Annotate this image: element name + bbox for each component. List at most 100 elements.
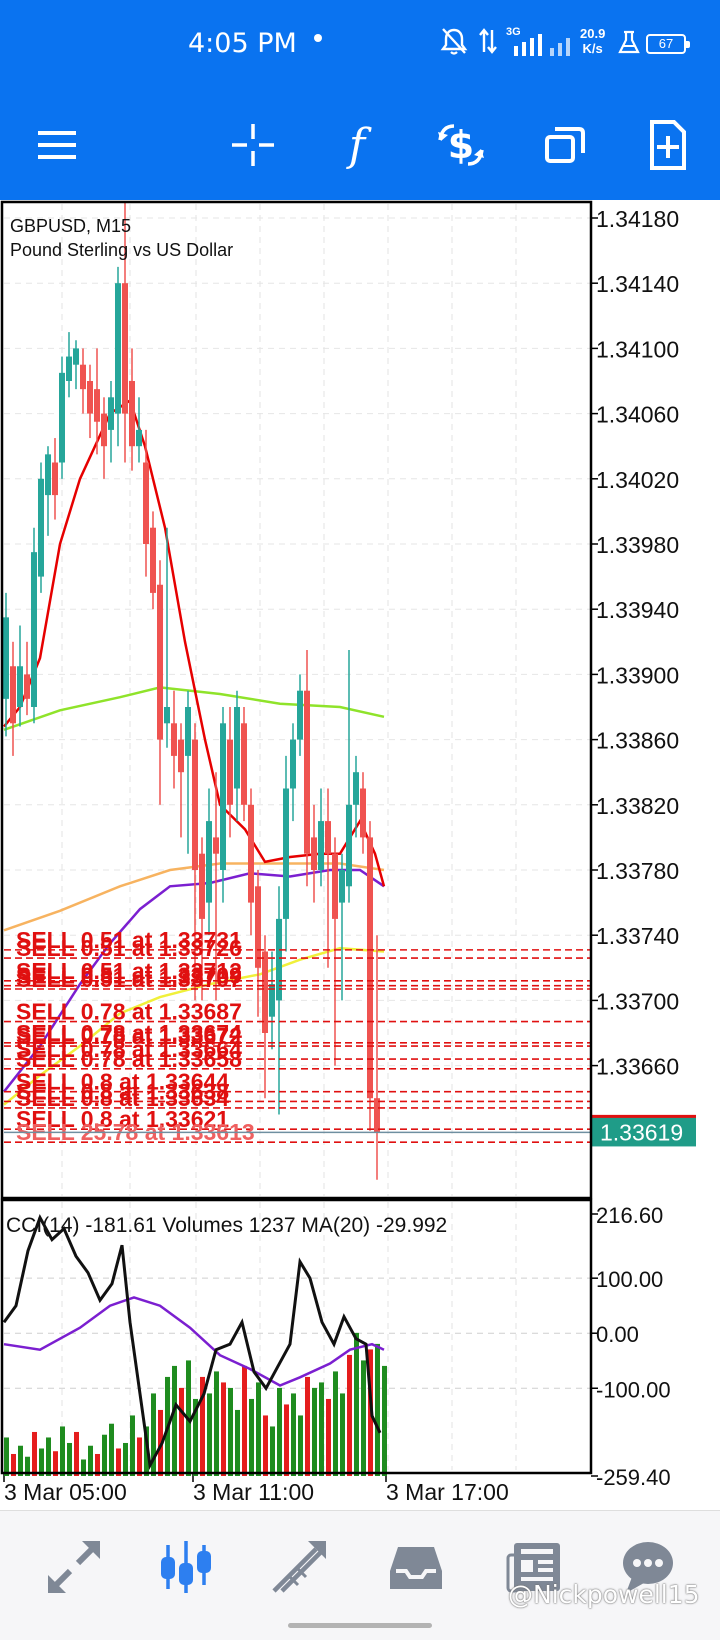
order-label: SELL 0.8 at 1.33621 xyxy=(16,1106,229,1132)
candle-body xyxy=(94,389,100,422)
volume-bar xyxy=(4,1437,9,1476)
home-indicator[interactable] xyxy=(288,1623,432,1628)
candle-body xyxy=(276,918,282,1001)
candle-body xyxy=(66,356,72,381)
candle-body xyxy=(73,348,79,365)
candle-body xyxy=(248,804,254,903)
current-price-value: 1.33619 xyxy=(600,1119,683,1145)
svg-text:f: f xyxy=(346,120,372,171)
volume-bar xyxy=(74,1431,79,1476)
candle-body xyxy=(199,853,205,919)
time-label: 3 Mar 17:00 xyxy=(386,1479,509,1505)
mute-icon xyxy=(440,28,468,55)
candle-body xyxy=(325,821,331,854)
price-label: 1.33820 xyxy=(596,793,679,819)
trade-icon[interactable] xyxy=(268,1537,328,1597)
candle-body xyxy=(115,283,121,414)
windows-icon[interactable] xyxy=(538,118,592,172)
candle-body xyxy=(31,552,37,707)
chart-icon[interactable] xyxy=(156,1537,216,1597)
ma-orange-line xyxy=(3,862,385,932)
volume-bar xyxy=(130,1415,135,1476)
chat-icon[interactable] xyxy=(618,1537,678,1597)
price-label: 1.33940 xyxy=(596,597,679,623)
candle-body xyxy=(24,674,30,699)
volume-bar xyxy=(109,1423,114,1476)
battery-icon: 67 xyxy=(646,34,690,54)
currency-exchange-icon[interactable]: $ xyxy=(434,118,488,172)
volume-bar xyxy=(305,1376,310,1476)
volume-bar xyxy=(81,1459,86,1476)
candle-body xyxy=(360,788,366,838)
candle-body xyxy=(178,739,184,773)
candle-body xyxy=(213,837,219,854)
current-price-tag xyxy=(592,1116,696,1147)
volume-bar xyxy=(39,1448,44,1476)
candle-body xyxy=(283,788,289,919)
volume-bar xyxy=(200,1376,205,1476)
candle-body xyxy=(304,690,310,854)
candle-body xyxy=(3,617,9,699)
status-time: 4:05 PM xyxy=(188,28,297,59)
menu-icon[interactable] xyxy=(30,118,84,172)
volume-bar xyxy=(179,1387,184,1476)
volume-bar xyxy=(53,1451,58,1476)
volume-bar xyxy=(333,1371,338,1476)
news-icon[interactable] xyxy=(504,1537,564,1597)
order-label: SELL 0.78 at 1.33687 xyxy=(16,999,242,1025)
candle-body xyxy=(171,723,177,756)
candle-body xyxy=(150,527,156,593)
svg-text:$: $ xyxy=(448,123,474,167)
candle-body xyxy=(129,381,135,447)
candle-body xyxy=(332,853,338,919)
volume-bar xyxy=(361,1360,366,1476)
candle-body xyxy=(206,821,212,903)
price-chart[interactable]: SELL 0.51 at 1.33731 SELL 0.51 at 1.33726… xyxy=(0,200,720,1510)
crosshair-icon[interactable] xyxy=(226,118,280,172)
candle-body xyxy=(164,707,170,724)
candle-body xyxy=(255,886,261,968)
volume-bar xyxy=(228,1387,233,1476)
new-order-icon[interactable] xyxy=(640,118,694,172)
data-transfer-icon xyxy=(479,28,497,54)
volume-bar xyxy=(347,1354,352,1476)
candle-body xyxy=(262,951,268,1033)
price-label: 1.33900 xyxy=(596,662,679,688)
price-label: 1.34180 xyxy=(596,206,679,232)
net-speed-value: 20.9 xyxy=(580,26,606,41)
chart-symbol: GBPUSD, M15 xyxy=(10,216,131,236)
volume-bar xyxy=(382,1365,387,1476)
notification-dot-icon xyxy=(314,34,322,42)
candle-body xyxy=(234,707,240,789)
price-label: 1.33740 xyxy=(596,923,679,949)
indicator-label: CCI(14) -181.61 Volumes 1237 MA(20) -29.… xyxy=(6,1214,447,1237)
candle-body xyxy=(87,381,93,414)
candle-body xyxy=(192,739,198,870)
volume-bar xyxy=(18,1445,23,1476)
volume-bar xyxy=(102,1434,107,1476)
candle-body xyxy=(52,462,58,496)
candle-body xyxy=(136,429,142,447)
candle-body xyxy=(157,584,163,740)
volume-bar xyxy=(25,1456,30,1476)
order-label: SELL 0.78 at 1.33674 xyxy=(16,1020,242,1046)
order-label: SELL 0.51 at 1.33712 xyxy=(16,958,242,984)
candle-body xyxy=(80,364,86,390)
order-label: SELL 0.78 at 1.33658 xyxy=(16,1046,242,1072)
candle-body xyxy=(227,739,233,805)
price-label: 1.33980 xyxy=(596,532,679,558)
candle-body xyxy=(269,984,275,1017)
volume-bar xyxy=(256,1382,261,1476)
price-label: 1.33860 xyxy=(596,728,679,754)
price-label: 1.34140 xyxy=(596,271,679,297)
candle-body xyxy=(367,837,373,1099)
order-label: SELL 0.8 at 1.33644 xyxy=(16,1069,229,1095)
candle-body xyxy=(38,478,44,577)
history-icon[interactable] xyxy=(386,1537,446,1597)
indicators-icon[interactable]: f xyxy=(330,118,384,172)
indicator-border xyxy=(0,1198,593,1475)
candle-body xyxy=(185,707,191,756)
quotes-icon[interactable] xyxy=(44,1537,104,1597)
